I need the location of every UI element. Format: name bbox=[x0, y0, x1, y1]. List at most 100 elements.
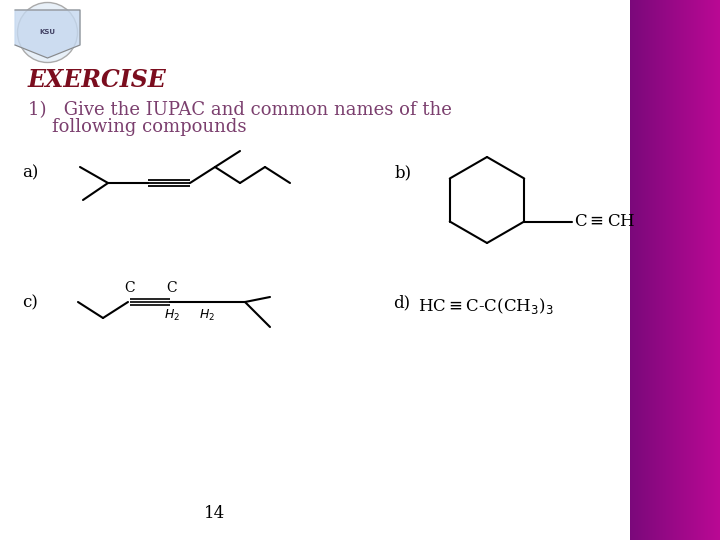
Bar bbox=[663, 0, 664, 540]
Text: KSU: KSU bbox=[40, 30, 55, 36]
Bar bbox=[675, 0, 676, 540]
Bar bbox=[700, 0, 701, 540]
Bar bbox=[641, 0, 642, 540]
Bar bbox=[706, 0, 707, 540]
Bar bbox=[679, 0, 680, 540]
Bar bbox=[709, 0, 710, 540]
Bar bbox=[678, 0, 679, 540]
Bar bbox=[712, 0, 713, 540]
Bar bbox=[662, 0, 663, 540]
Bar bbox=[704, 0, 705, 540]
Bar bbox=[671, 0, 672, 540]
Bar bbox=[710, 0, 711, 540]
Bar bbox=[668, 0, 669, 540]
Bar bbox=[638, 0, 639, 540]
Bar bbox=[695, 0, 696, 540]
Bar bbox=[693, 0, 694, 540]
Bar bbox=[686, 0, 687, 540]
Bar bbox=[719, 0, 720, 540]
Bar bbox=[649, 0, 650, 540]
Bar bbox=[648, 0, 649, 540]
Bar bbox=[634, 0, 635, 540]
Bar bbox=[683, 0, 684, 540]
Bar bbox=[715, 0, 716, 540]
Bar bbox=[716, 0, 717, 540]
Bar bbox=[640, 0, 641, 540]
Bar bbox=[639, 0, 640, 540]
Bar bbox=[635, 0, 636, 540]
Bar bbox=[653, 0, 654, 540]
Bar bbox=[682, 0, 683, 540]
Bar bbox=[684, 0, 685, 540]
Bar bbox=[697, 0, 698, 540]
Bar bbox=[702, 0, 703, 540]
Bar bbox=[661, 0, 662, 540]
Bar bbox=[658, 0, 659, 540]
Bar bbox=[690, 0, 691, 540]
Bar bbox=[677, 0, 678, 540]
Bar bbox=[652, 0, 653, 540]
Bar bbox=[701, 0, 702, 540]
Bar bbox=[636, 0, 637, 540]
Bar bbox=[689, 0, 690, 540]
Bar bbox=[647, 0, 648, 540]
Bar bbox=[713, 0, 714, 540]
Text: EXERCISE: EXERCISE bbox=[28, 68, 167, 92]
Bar bbox=[672, 0, 673, 540]
Text: 1)   Give the IUPAC and common names of the: 1) Give the IUPAC and common names of th… bbox=[28, 101, 452, 119]
Text: C: C bbox=[124, 281, 135, 295]
Text: $H_2$: $H_2$ bbox=[199, 308, 215, 323]
Bar bbox=[637, 0, 638, 540]
Bar bbox=[630, 0, 631, 540]
Bar bbox=[670, 0, 671, 540]
Bar bbox=[676, 0, 677, 540]
Bar bbox=[687, 0, 688, 540]
Bar bbox=[632, 0, 633, 540]
Bar bbox=[651, 0, 652, 540]
Bar bbox=[696, 0, 697, 540]
Bar bbox=[688, 0, 689, 540]
Bar bbox=[654, 0, 655, 540]
Text: a): a) bbox=[22, 164, 38, 181]
Bar bbox=[707, 0, 708, 540]
Circle shape bbox=[17, 3, 78, 63]
Text: C$\equiv$CH: C$\equiv$CH bbox=[575, 213, 636, 231]
Text: c): c) bbox=[22, 294, 38, 311]
Bar bbox=[659, 0, 660, 540]
Bar bbox=[705, 0, 706, 540]
Bar bbox=[718, 0, 719, 540]
Bar bbox=[650, 0, 651, 540]
Bar bbox=[711, 0, 712, 540]
Bar bbox=[656, 0, 657, 540]
Bar bbox=[673, 0, 674, 540]
Bar bbox=[643, 0, 644, 540]
Bar bbox=[685, 0, 686, 540]
Bar bbox=[645, 0, 646, 540]
Bar bbox=[665, 0, 666, 540]
Bar bbox=[708, 0, 709, 540]
Bar bbox=[642, 0, 643, 540]
Bar bbox=[692, 0, 693, 540]
Bar bbox=[660, 0, 661, 540]
Text: $H_2$: $H_2$ bbox=[164, 308, 180, 323]
Bar bbox=[669, 0, 670, 540]
Bar bbox=[644, 0, 645, 540]
Bar bbox=[655, 0, 656, 540]
Bar bbox=[664, 0, 665, 540]
Bar bbox=[681, 0, 682, 540]
Text: d): d) bbox=[393, 294, 410, 311]
Text: b): b) bbox=[395, 164, 412, 181]
Bar bbox=[657, 0, 658, 540]
Bar bbox=[698, 0, 699, 540]
Bar bbox=[633, 0, 634, 540]
Text: following compounds: following compounds bbox=[52, 118, 246, 136]
Bar bbox=[646, 0, 647, 540]
Bar bbox=[717, 0, 718, 540]
Bar bbox=[666, 0, 667, 540]
Bar bbox=[703, 0, 704, 540]
Bar bbox=[694, 0, 695, 540]
Bar bbox=[631, 0, 632, 540]
Bar bbox=[667, 0, 668, 540]
Text: C: C bbox=[166, 281, 176, 295]
Text: 14: 14 bbox=[204, 505, 225, 522]
